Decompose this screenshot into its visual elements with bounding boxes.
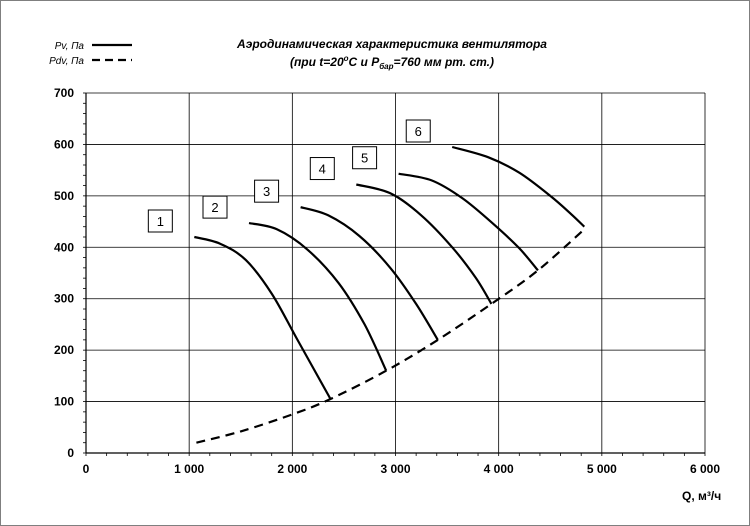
title-mid: С и P — [349, 55, 381, 69]
curve-label-6: 6 — [415, 124, 422, 139]
pv-curve-4 — [356, 183, 493, 305]
curve-labels: 1 2 3 4 5 6 — [147, 119, 431, 233]
pv-curve-6 — [451, 145, 586, 228]
title-suffix: =760 мм рт. ст.) — [394, 55, 494, 69]
x-tick-label: 5 000 — [587, 462, 617, 476]
curve-label-1: 1 — [157, 214, 164, 229]
axes — [83, 92, 706, 456]
title-sub: бар — [379, 62, 393, 71]
chart-title-line1: Аэродинамическая характеристика вентилят… — [236, 37, 547, 51]
y-tick-label: 300 — [54, 292, 74, 306]
curve-label-box-4 — [309, 157, 335, 181]
pdv-curve — [196, 228, 586, 444]
legend-label: Pdv, Па — [49, 56, 84, 67]
curve-label-box-2 — [202, 195, 228, 219]
curve-label-box-6 — [405, 119, 431, 143]
curve-label-box-1 — [147, 209, 173, 233]
y-tick-label: 400 — [54, 240, 74, 254]
title-deg: o — [344, 54, 349, 63]
chart-title-line2: (при t=20oС и Pбар=760 мм рт. ст.) — [290, 54, 494, 71]
x-tick-labels: 0 1 000 2 000 3 000 4 000 5 000 6 000 — [83, 462, 721, 476]
curve-label-5: 5 — [361, 151, 368, 166]
curves — [194, 145, 586, 444]
y-tick-labels: 0 100 200 300 400 500 600 700 — [54, 86, 74, 460]
pv-curve-5 — [398, 172, 539, 272]
x-tick-label: 2 000 — [277, 462, 307, 476]
x-tick-label: 0 — [83, 462, 90, 476]
y-tick-label: 200 — [54, 343, 74, 357]
x-tick-label: 4 000 — [484, 462, 514, 476]
x-tick-label: 1 000 — [174, 462, 204, 476]
pv-curve-2 — [248, 222, 388, 372]
y-tick-label: 600 — [54, 137, 74, 151]
pv-curve-1 — [194, 235, 332, 400]
legend: Pv, Па Pdv, Па — [49, 41, 132, 67]
curve-label-box-5 — [352, 146, 378, 170]
x-tick-label: 6 000 — [690, 462, 720, 476]
y-tick-label: 700 — [54, 86, 74, 100]
legend-label: Pv, Па — [55, 41, 85, 52]
curve-label-box-3 — [254, 179, 280, 203]
x-tick-label: 3 000 — [380, 462, 410, 476]
curve-label-3: 3 — [263, 184, 270, 199]
y-tick-label: 500 — [54, 189, 74, 203]
y-tick-label: 0 — [67, 446, 74, 460]
y-tick-label: 100 — [54, 395, 74, 409]
x-axis-label: Q, м³/ч — [682, 489, 721, 503]
title-prefix: (при t=20 — [290, 55, 344, 69]
pv-curve-3 — [300, 206, 439, 341]
curve-label-4: 4 — [319, 162, 326, 177]
curve-label-2: 2 — [211, 200, 218, 215]
